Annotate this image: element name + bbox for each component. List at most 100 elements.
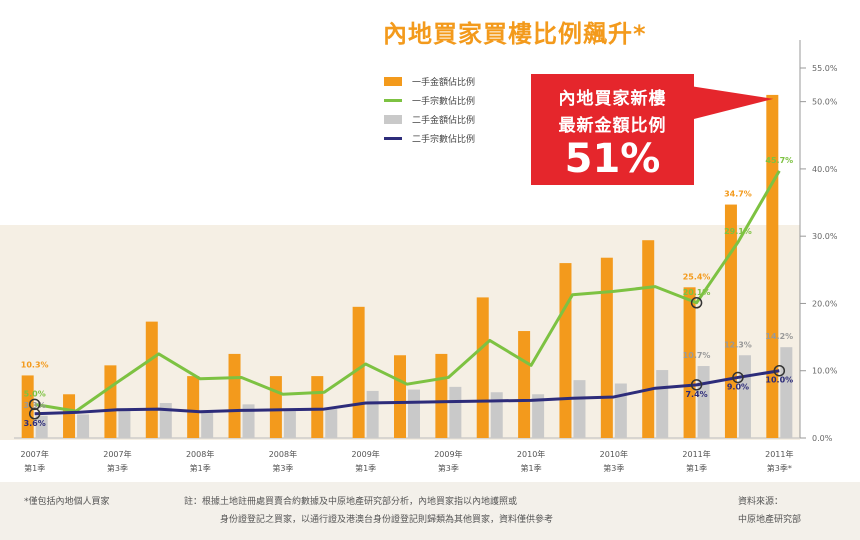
marker-circle xyxy=(773,364,786,377)
x-tick-label-quarter: 第3季 xyxy=(438,463,459,473)
bar-second-amount xyxy=(656,370,669,438)
data-label: 5.0% xyxy=(24,389,46,398)
bar-new-amount xyxy=(187,376,200,438)
x-tick-label-year: 2009年 xyxy=(434,449,462,459)
bar-new-amount xyxy=(683,287,696,438)
legend-swatch-new-count xyxy=(384,99,402,102)
line-new-count xyxy=(34,170,781,413)
marker-circle xyxy=(690,379,703,391)
bar-new-amount xyxy=(21,375,34,438)
data-label: 14.2% xyxy=(765,332,793,341)
x-tick-label-year: 2011年 xyxy=(765,449,793,459)
callout-box: 內地買家新樓 最新金額比例 51% xyxy=(531,74,694,185)
bar-second-amount xyxy=(118,409,131,438)
marker-circle xyxy=(28,408,41,420)
bar-second-amount xyxy=(201,410,214,438)
x-tick-label-quarter: 第1季 xyxy=(521,463,542,473)
y-tick-label: 40.0% xyxy=(812,165,838,174)
data-label: 34.7% xyxy=(724,190,752,199)
bar-second-amount xyxy=(77,414,90,438)
bar-new-amount xyxy=(476,297,489,438)
source-name: 中原地產研究部 xyxy=(738,515,802,525)
y-tick-label: 20.0% xyxy=(812,299,838,308)
bar-second-amount xyxy=(159,403,172,438)
data-label: 45.7% xyxy=(765,156,793,165)
x-tick-label-year: 2009年 xyxy=(351,449,379,459)
bar-second-amount xyxy=(408,389,420,438)
data-label: 10.3% xyxy=(21,360,49,369)
bar-new-amount xyxy=(311,376,324,438)
source-label: 資料來源： xyxy=(738,497,784,507)
data-label: 7.4% xyxy=(685,390,707,399)
x-tick-label-year: 2010年 xyxy=(517,449,545,459)
bar-new-amount xyxy=(600,257,613,438)
legend-label: 二手金額佔比例 xyxy=(412,116,476,126)
x-tick-label-year: 2010年 xyxy=(600,449,628,459)
legend-item: 一手宗數佔比例 xyxy=(384,91,475,110)
x-tick-label-quarter: 第3季 xyxy=(272,463,293,473)
data-label: 10.7% xyxy=(683,351,711,360)
data-label: 12.3% xyxy=(724,340,752,349)
footer: *僅包括內地個人買家 註：根據土地註冊處買賣合約數據及中原地產研究部分析，內地買… xyxy=(0,482,860,540)
y-tick-label: 55.0% xyxy=(812,64,838,73)
bar-new-amount xyxy=(559,263,572,438)
data-label: 10.0% xyxy=(765,376,793,385)
legend-label: 一手金額佔比例 xyxy=(412,78,476,88)
bar-new-amount xyxy=(518,331,531,438)
legend-item: 一手金額佔比例 xyxy=(384,72,475,91)
y-tick-label: 10.0% xyxy=(812,367,838,376)
data-label: 3.3% xyxy=(24,401,46,410)
marker-circle xyxy=(732,371,744,384)
bar-second-amount xyxy=(780,347,793,438)
x-tick-label-quarter: 第3季 xyxy=(603,463,624,473)
data-label: 20.1% xyxy=(683,288,711,297)
legend-label: 一手宗數佔比例 xyxy=(412,97,476,107)
x-tick-label-quarter: 第3季 xyxy=(107,463,128,473)
legend-label: 二手宗數佔比例 xyxy=(412,135,476,145)
data-label: 9.0% xyxy=(727,382,749,391)
note-line2: 身份證登記之買家，以通行證及港澳台身份證登記則歸類為其他買家，資料僅供參考 xyxy=(220,515,554,525)
callout-pointer xyxy=(690,86,774,120)
legend: 一手金額佔比例 一手宗數佔比例 二手金額佔比例 二手宗數佔比例 xyxy=(384,72,475,148)
x-tick-label-quarter: 第1季 xyxy=(190,463,211,473)
bar-second-amount xyxy=(242,404,255,438)
legend-item: 二手宗數佔比例 xyxy=(384,129,475,148)
bar-new-amount xyxy=(145,321,158,438)
bar-new-amount xyxy=(104,365,117,438)
x-tick-label-quarter: 第3季* xyxy=(767,463,792,473)
bar-new-amount xyxy=(269,376,282,438)
legend-swatch-second-count xyxy=(384,137,402,140)
bar-second-amount xyxy=(614,383,627,438)
legend-swatch-new-amount xyxy=(384,77,402,86)
y-tick-label: 50.0% xyxy=(812,98,838,107)
x-tick-label-year: 2008年 xyxy=(186,449,214,459)
bar-second-amount xyxy=(366,390,379,438)
y-tick-label: 30.0% xyxy=(812,232,838,241)
x-tick-label-year: 2008年 xyxy=(269,449,297,459)
legend-swatch-second-amount xyxy=(384,115,402,124)
note-line1: 註：根據土地註冊處買賣合約數據及中原地產研究部分析，內地買家指以內地護照或 xyxy=(184,497,518,507)
line-second-count xyxy=(34,369,780,416)
bar-second-amount xyxy=(738,355,751,438)
footnote: *僅包括內地個人買家 xyxy=(24,497,110,507)
bar-second-amount xyxy=(449,386,462,438)
callout-value: 51% xyxy=(564,136,661,182)
bar-new-amount xyxy=(435,353,448,438)
callout-line2: 最新金額比例 xyxy=(558,116,667,136)
bar-second-amount xyxy=(325,409,338,438)
legend-item: 二手金額佔比例 xyxy=(384,110,475,129)
x-tick-label-quarter: 第1季 xyxy=(355,463,376,473)
bar-new-amount xyxy=(766,94,779,438)
data-label: 25.4% xyxy=(683,272,711,281)
bar-second-amount xyxy=(35,415,48,438)
x-tick-label-year: 2007年 xyxy=(103,449,131,459)
x-tick-label-year: 2011年 xyxy=(682,449,710,459)
bar-second-amount xyxy=(532,394,545,438)
marker-circle xyxy=(690,297,703,309)
bar-new-amount xyxy=(63,394,76,438)
data-label: 29.1% xyxy=(724,227,752,236)
x-tick-label-quarter: 第1季 xyxy=(24,463,45,473)
callout-line1: 內地買家新樓 xyxy=(558,89,667,109)
chart-title: 內地買家買樓比例飆升* xyxy=(383,20,647,48)
